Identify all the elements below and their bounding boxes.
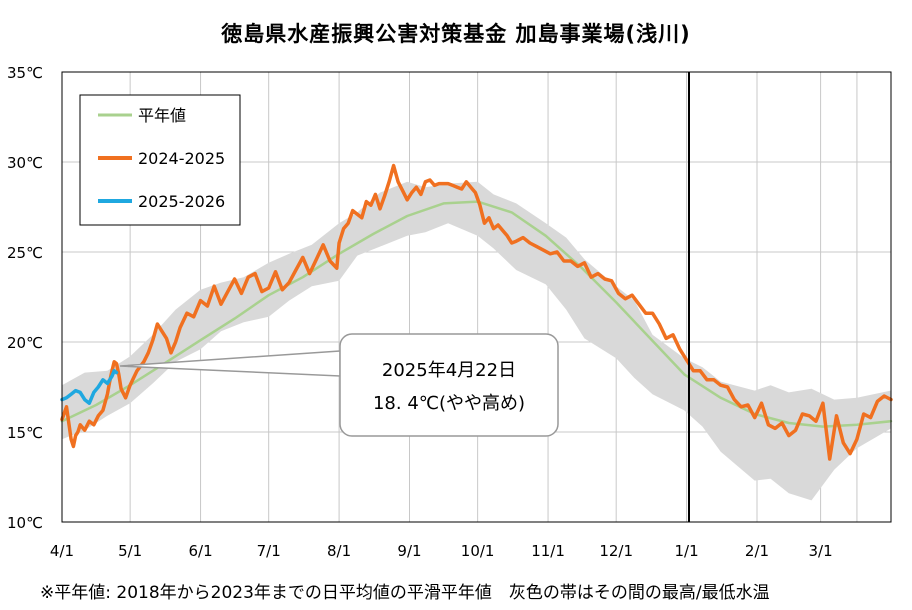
x-tick-label: 8/1	[327, 542, 351, 560]
legend-label-y2024: 2024-2025	[138, 149, 225, 168]
chart-title: 徳島県水産振興公害対策基金 加島事業場(浅川)	[221, 22, 691, 46]
band-area	[62, 181, 891, 501]
x-tick-label: 10/1	[461, 542, 495, 560]
plot-frame	[61, 71, 892, 523]
x-tick-label: 4/1	[50, 542, 74, 560]
y-tick-label: 25℃	[7, 244, 43, 262]
x-tick-label: 9/1	[397, 542, 421, 560]
x-tick-label: 11/1	[531, 542, 565, 560]
legend-label-normal: 平年値	[138, 106, 186, 125]
callout-value: 18. 4℃(やや高め)	[373, 393, 525, 414]
y-axis-ticks: 35℃ 30℃ 25℃ 20℃ 15℃ 10℃	[7, 64, 43, 532]
y-tick-label: 30℃	[7, 154, 43, 172]
min-max-band	[62, 181, 891, 501]
series-lines	[60, 163, 893, 461]
series-line-y2025	[60, 369, 119, 405]
legend: 平年値 2024-2025 2025-2026	[79, 94, 241, 226]
footnote: ※平年値: 2018年から2023年までの日平均値の平滑平年値 灰色の帯はその間…	[40, 583, 770, 603]
callout-date: 2025年4月22日	[382, 360, 516, 381]
series-line-y2024	[60, 163, 893, 461]
y-tick-label: 35℃	[7, 64, 43, 82]
x-tick-label: 5/1	[118, 542, 142, 560]
x-tick-label: 1/1	[675, 542, 699, 560]
x-tick-label: 2/1	[745, 542, 769, 560]
callout-box	[339, 333, 559, 437]
y-tick-label: 15℃	[7, 424, 43, 442]
x-tick-label: 12/1	[599, 542, 633, 560]
legend-label-y2025: 2025-2026	[138, 192, 225, 211]
y-tick-label: 20℃	[7, 334, 43, 352]
x-tick-label: 6/1	[188, 542, 212, 560]
x-axis-ticks: 4/1 5/1 6/1 7/1 8/1 9/1 10/1 11/1 12/1 1/1 2/1 3/1	[50, 542, 833, 560]
x-tick-label: 7/1	[257, 542, 281, 560]
x-tick-label: 3/1	[809, 542, 833, 560]
y-tick-label: 10℃	[7, 514, 43, 532]
callout: 2025年4月22日 18. 4℃(やや高め)	[119, 333, 559, 437]
